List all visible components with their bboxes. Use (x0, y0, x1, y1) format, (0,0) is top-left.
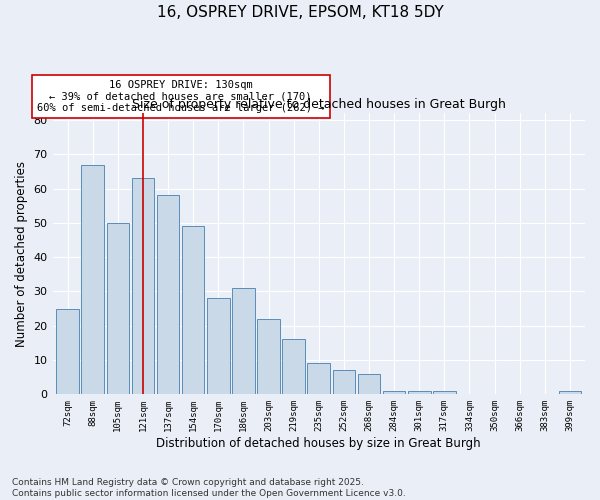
Bar (283, 340, 305, 394)
Y-axis label: Number of detached properties: Number of detached properties (15, 161, 28, 347)
Bar (383, 391, 406, 394)
Bar (307, 364, 330, 394)
Bar (433, 391, 455, 394)
Bar (82, 164, 104, 394)
Bar (358, 374, 380, 394)
Bar (182, 226, 205, 394)
Bar (56, 308, 79, 394)
Bar (559, 391, 581, 394)
Bar (232, 288, 255, 395)
Bar (157, 196, 179, 394)
Title: Size of property relative to detached houses in Great Burgh: Size of property relative to detached ho… (132, 98, 506, 110)
Bar (257, 319, 280, 394)
Bar (131, 178, 154, 394)
Text: 16, OSPREY DRIVE, EPSOM, KT18 5DY: 16, OSPREY DRIVE, EPSOM, KT18 5DY (157, 5, 443, 20)
Bar (207, 298, 230, 394)
Bar (408, 391, 431, 394)
Bar (332, 370, 355, 394)
X-axis label: Distribution of detached houses by size in Great Burgh: Distribution of detached houses by size … (157, 437, 481, 450)
Text: Contains HM Land Registry data © Crown copyright and database right 2025.
Contai: Contains HM Land Registry data © Crown c… (12, 478, 406, 498)
Text: 16 OSPREY DRIVE: 130sqm
← 39% of detached houses are smaller (170)
60% of semi-d: 16 OSPREY DRIVE: 130sqm ← 39% of detache… (37, 80, 325, 113)
Bar (107, 223, 129, 394)
